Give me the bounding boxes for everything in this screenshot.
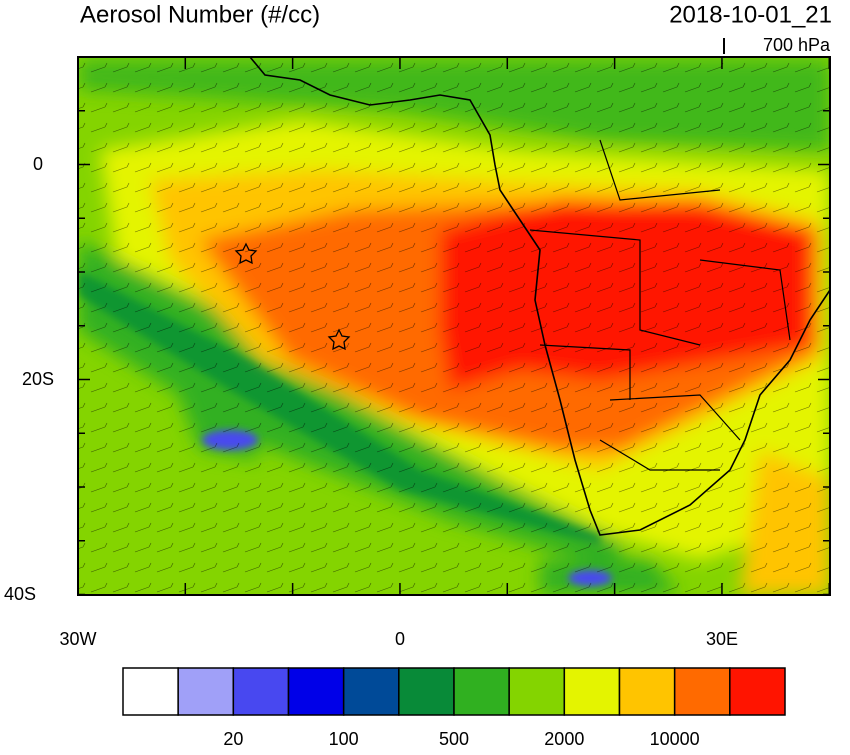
map-field <box>78 57 830 595</box>
axis-ticks <box>78 57 831 596</box>
lat-label: 40S <box>4 584 36 604</box>
lon-label: 30W <box>59 629 96 649</box>
colorbar-label: 20 <box>223 729 243 749</box>
colorbar-box <box>342 667 400 716</box>
colorbar-box <box>508 667 566 716</box>
lon-label: 0 <box>395 629 405 649</box>
borders <box>529 139 791 471</box>
title: Aerosol Number (#/cc) <box>80 1 320 28</box>
lon-label: 30E <box>706 629 738 649</box>
colorbar-box <box>287 667 345 716</box>
colorbar-box <box>398 667 455 716</box>
lat-label: 20S <box>22 369 54 389</box>
colorbar: 20 100 500 2000 10000 <box>122 667 786 749</box>
colorbar-box <box>122 667 179 716</box>
colorbar-box <box>618 667 676 716</box>
lat-label: 0 <box>33 154 43 174</box>
colorbar-box <box>453 667 510 716</box>
level-label: 700 hPa <box>763 35 831 55</box>
colorbar-label: 100 <box>329 729 359 749</box>
colorbar-box <box>673 667 731 716</box>
colorbar-box <box>729 667 786 716</box>
wind-barbs <box>78 57 830 595</box>
colorbar-label: 2000 <box>544 729 584 749</box>
colorbar-label: 500 <box>439 729 469 749</box>
colorbar-label: 10000 <box>650 729 700 749</box>
colorbar-box <box>563 667 621 716</box>
time-label: 2018-10-01_21 <box>669 1 832 28</box>
colorbar-box <box>232 667 290 716</box>
colorbar-box <box>177 667 235 716</box>
site-markers <box>234 242 351 351</box>
coastline <box>249 57 830 536</box>
